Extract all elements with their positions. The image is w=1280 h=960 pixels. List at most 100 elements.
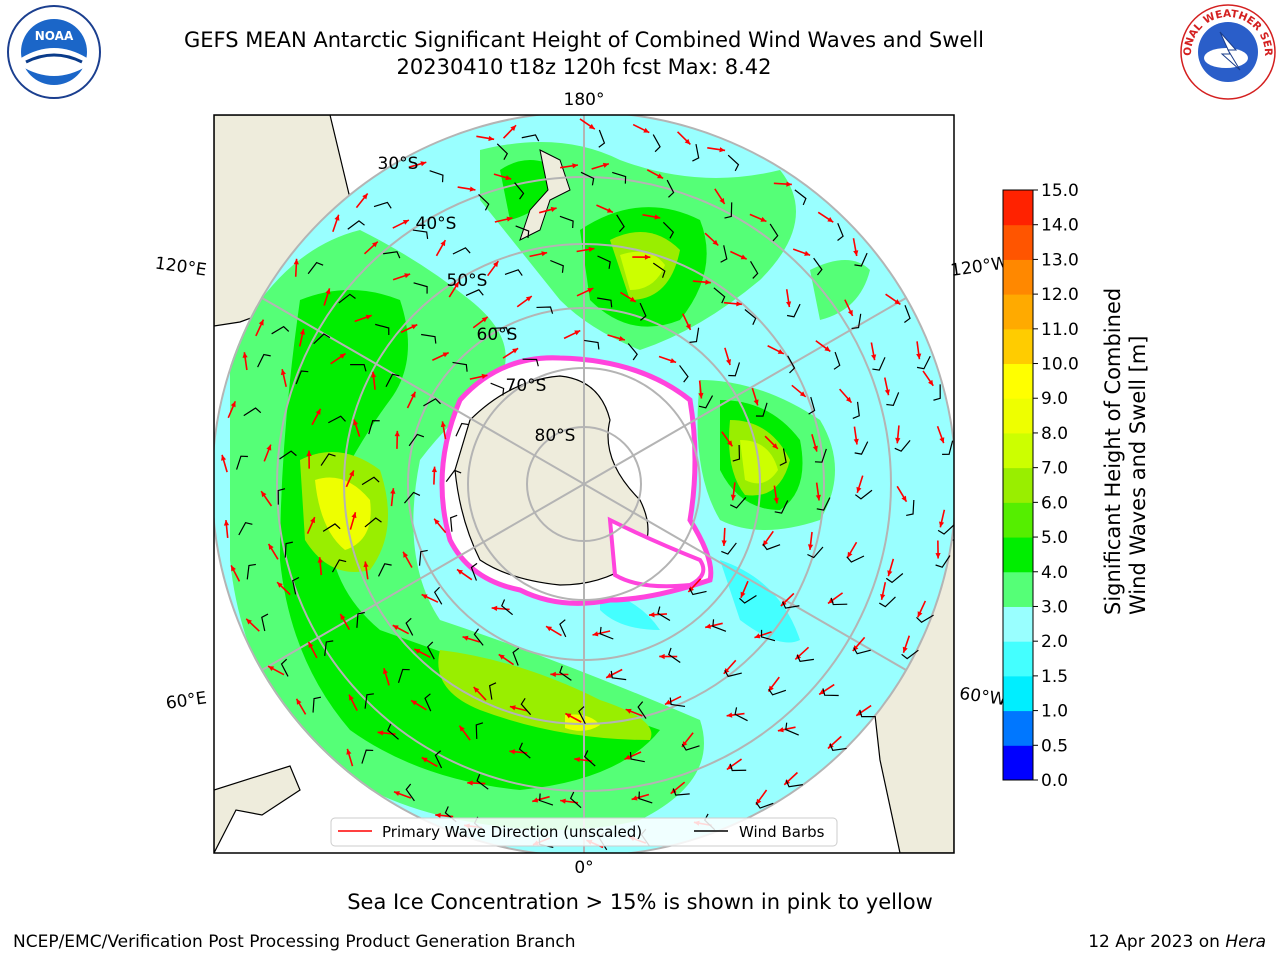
wave-arrowhead: [807, 544, 814, 550]
wave-arrowhead: [277, 582, 283, 588]
colorbar-tick-label: 2.0: [1041, 632, 1068, 652]
wave-arrowhead: [786, 301, 792, 308]
wave-arrowhead: [654, 214, 661, 220]
wind-barb: [916, 355, 931, 370]
wave-arrowhead: [698, 392, 704, 399]
wave-arrowhead: [550, 206, 557, 212]
wind-barb: [238, 522, 253, 536]
wind-barb: [796, 654, 814, 663]
wind-barb: [504, 269, 523, 276]
wave-arrowhead: [726, 359, 732, 366]
wind-barb: [720, 245, 728, 263]
colorbar-segment: [1003, 398, 1033, 434]
colorbar-segment: [1003, 294, 1033, 330]
wind-barb: [859, 709, 876, 718]
wave-arrowhead: [880, 593, 886, 600]
lat-label-60s: 60°S: [477, 325, 518, 345]
footer-host: Hera: [1225, 932, 1266, 952]
map-legend: Primary Wave Direction (unscaled) Wind B…: [330, 817, 838, 847]
wind-barb: [612, 171, 627, 184]
sea-ice-caption: Sea Ice Concentration > 15% is shown in …: [347, 890, 933, 914]
wind-barb: [724, 669, 742, 678]
wave-arrowhead: [462, 635, 469, 641]
wave-arrowhead: [824, 346, 831, 352]
wind-barb: [774, 500, 789, 514]
wind-barb: [434, 750, 443, 769]
lon-label-60e: 60°E: [165, 688, 208, 713]
wave-arrowhead: [736, 301, 742, 307]
wave-arrowhead: [393, 791, 400, 797]
colorbar-segment: [1003, 190, 1033, 226]
colorbar-tick-label: 10.0: [1041, 355, 1079, 375]
wind-barb: [852, 401, 860, 420]
wave-arrowhead: [565, 713, 572, 719]
wind-barb: [729, 763, 747, 772]
wave-arrowhead: [618, 335, 625, 341]
wave-arrowhead: [560, 798, 566, 804]
wind-barb: [550, 259, 564, 273]
wind-barb: [666, 179, 675, 198]
wind-barb: [627, 343, 638, 361]
colorbar-tick-label: 1.0: [1041, 702, 1068, 722]
wave-arrowhead: [753, 399, 759, 406]
wind-barb: [364, 693, 374, 709]
lat-label-50s: 50°S: [447, 271, 488, 291]
wind-barb: [470, 562, 478, 581]
wind-barb: [331, 559, 347, 573]
colorbar-segment: [1003, 537, 1033, 573]
colorbar-tick-label: 11.0: [1041, 320, 1079, 340]
wind-barb: [492, 327, 510, 335]
wave-arrowhead: [901, 495, 907, 502]
wind-barb: [536, 306, 554, 314]
wind-barb: [599, 626, 614, 640]
wind-barb: [894, 440, 911, 452]
wind-barb: [807, 546, 824, 559]
wave-arrowhead: [804, 250, 811, 256]
wind-barb: [364, 517, 382, 528]
wave-arrowhead: [453, 281, 459, 288]
wave-arrowhead: [712, 239, 719, 246]
colorbar-tick-label: 7.0: [1041, 459, 1068, 479]
wave-arrowhead: [541, 251, 548, 257]
noaa-logo-text: NOAA: [35, 29, 74, 43]
wave-arrowhead: [261, 491, 267, 498]
wind-barb: [387, 723, 399, 740]
wave-arrowhead: [938, 521, 945, 528]
wind-barb: [598, 129, 606, 148]
wave-arrowhead: [402, 220, 409, 225]
wave-arrowhead: [723, 667, 730, 674]
wave-arrowhead: [572, 163, 578, 169]
wave-arrowhead: [481, 373, 488, 380]
map-frame-content: [214, 115, 954, 853]
wave-arrowhead: [299, 328, 305, 335]
wave-arrowhead: [845, 396, 852, 403]
wind-barb: [413, 282, 428, 294]
wind-barb: [933, 384, 941, 401]
wind-barb: [405, 617, 414, 636]
wave-arrowhead: [372, 241, 378, 248]
wave-arrowhead: [827, 217, 834, 223]
wave-arrowhead: [506, 216, 513, 222]
wind-barb: [597, 297, 613, 308]
wave-arrowhead: [525, 296, 532, 302]
wind-barb: [829, 743, 847, 752]
wind-barb: [539, 793, 554, 806]
colorbar-title: Significant Height of Combined Wind Wave…: [1101, 287, 1151, 615]
wave-arrowhead: [574, 756, 580, 763]
wind-barb: [361, 476, 380, 486]
wind-barb: [478, 194, 490, 211]
wave-arrowhead: [939, 437, 945, 444]
colorbar-tick-label: 8.0: [1041, 424, 1068, 444]
colorbar-tick-label: 0.5: [1041, 736, 1068, 756]
wind-barb: [652, 134, 661, 153]
wind-barb: [853, 647, 871, 655]
wind-barb: [769, 223, 779, 242]
wind-barb: [559, 665, 572, 681]
legend-wind-label: Wind Barbs: [739, 823, 825, 841]
wind-barb: [846, 555, 865, 563]
colorbar-tick-label: 9.0: [1041, 389, 1068, 409]
wind-barb: [368, 420, 380, 435]
wave-arrowhead: [902, 646, 908, 653]
colorbar-title-line1: Significant Height of Combined: [1101, 287, 1125, 615]
